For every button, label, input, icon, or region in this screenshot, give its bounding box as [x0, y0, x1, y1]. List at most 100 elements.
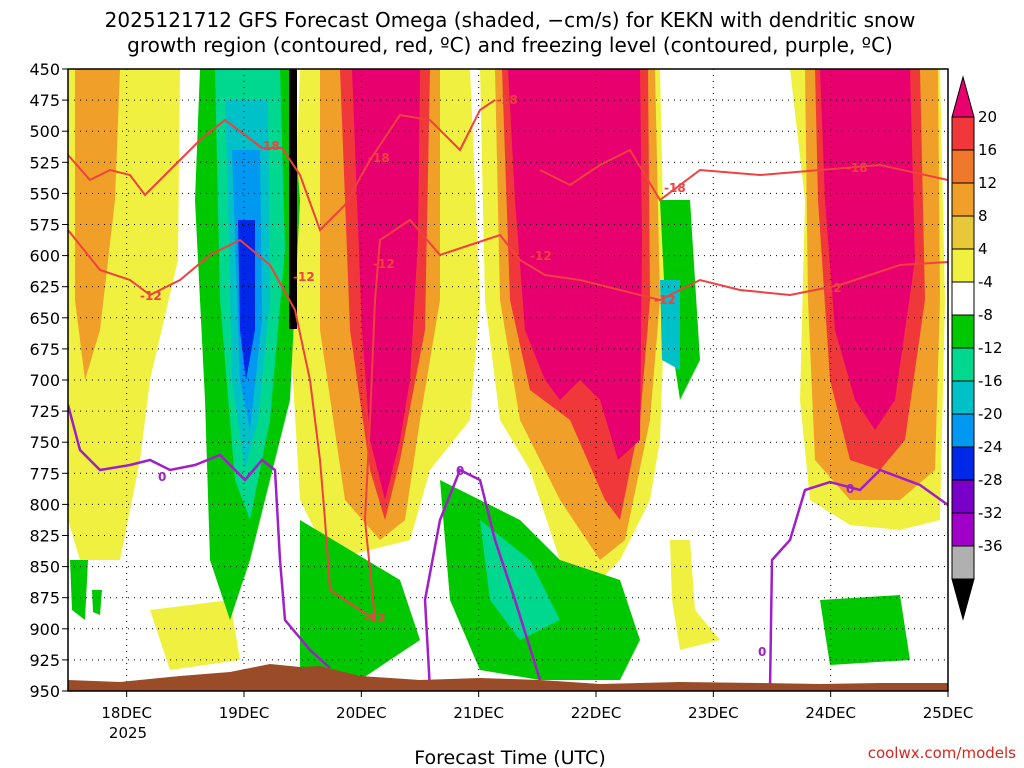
- colorbar-label: -12: [978, 339, 1003, 357]
- colorbar-swatch: [951, 182, 975, 217]
- colorbar-swatch: [951, 248, 975, 283]
- colorbar-label: 20: [978, 108, 997, 126]
- contour-label: -12: [654, 293, 676, 307]
- dgz-contour-minus18-right: [539, 148, 948, 202]
- x-axis-label: Forecast Time (UTC): [414, 747, 605, 768]
- contour-label: -12: [530, 249, 552, 263]
- omega-region-teal-23dec: [660, 280, 680, 370]
- colorbar-label: -8: [978, 306, 993, 324]
- colorbar-label: 4: [978, 240, 988, 258]
- colorbar-top-triangle: [951, 75, 975, 118]
- y-tick-label: 675: [29, 340, 60, 359]
- colorbar: 20 16 12 8 4 -4 -8 -12 -16 -20 -24 -28 -32 -36: [951, 75, 1003, 621]
- omega-region-magenta-right: [508, 69, 642, 460]
- x-tick-label: 21DEC: [453, 704, 504, 722]
- colorbar-swatch: [951, 347, 975, 382]
- colorbar-swatch: [951, 380, 975, 415]
- colorbar-label: -28: [978, 471, 1003, 489]
- omega-region-weak-up-lowmid: [670, 540, 720, 650]
- y-tick-label: 600: [29, 247, 60, 266]
- contour-label: -18: [496, 93, 518, 107]
- colorbar-swatch: [951, 149, 975, 184]
- terrain: [68, 664, 948, 691]
- y-tick-label: 575: [29, 216, 60, 235]
- contour-labels: -18 -18 -18 -18 -18 -12 -12 -12 -12 -12 …: [140, 93, 868, 659]
- freezing-contour-left: [68, 404, 331, 669]
- y-tick-label: 475: [29, 91, 60, 110]
- y-tick-label: 700: [29, 371, 60, 390]
- y-tick-label: 450: [29, 60, 60, 79]
- dgz-contour-minus18: [68, 99, 496, 232]
- colorbar-label: -20: [978, 405, 1003, 423]
- colorbar-swatch: [951, 281, 975, 316]
- colorbar-label: -4: [978, 273, 993, 291]
- omega-region-green-left2: [92, 590, 102, 615]
- omega-region-strong-streak: [289, 69, 297, 329]
- colorbar-label: 16: [978, 141, 997, 159]
- colorbar-label: -32: [978, 504, 1003, 522]
- colorbar-swatch: [951, 479, 975, 514]
- y-tick-label: 725: [29, 402, 60, 421]
- y-tick-label: 925: [29, 651, 60, 670]
- y-tick-label: 950: [29, 682, 60, 701]
- y-tick-label: 625: [29, 278, 60, 297]
- freezing-contour-mid: [423, 468, 542, 691]
- colorbar-swatch: [951, 545, 975, 580]
- dgz-contour-minus12: [68, 218, 948, 623]
- x-axis-year: 2025: [109, 724, 147, 742]
- y-tick-label: 900: [29, 620, 60, 639]
- contour-label: 0: [158, 470, 166, 484]
- dgz-contours: [68, 99, 948, 623]
- omega-region-darkblue-19dec: [238, 220, 255, 380]
- contour-label: -18: [664, 181, 686, 195]
- x-tick-label: 25DEC: [923, 704, 974, 722]
- omega-region-magenta-mid: [352, 69, 420, 500]
- contour-label: -12: [364, 611, 386, 625]
- chart-title-line1: 2025121712 GFS Forecast Omega (shaded, −…: [105, 8, 916, 32]
- colorbar-swatch: [951, 512, 975, 547]
- y-tick-label: 650: [29, 309, 60, 328]
- colorbar-swatch: [951, 413, 975, 448]
- y-axis: 450 475 500 525 550 575 600 625 650 675 700 725 750 7…: [29, 60, 68, 701]
- y-tick-label: 750: [29, 433, 60, 452]
- colorbar-label: -16: [978, 372, 1003, 390]
- x-tick-label: 19DEC: [219, 704, 270, 722]
- omega-region-green-low: [300, 520, 420, 680]
- chart-title-line2: growth region (contoured, red, ºC) and f…: [127, 33, 893, 57]
- omega-region-orange-left: [75, 69, 120, 380]
- colorbar-swatch: [951, 446, 975, 481]
- contour-label: -12: [820, 281, 842, 295]
- contour-label: -12: [140, 289, 162, 303]
- y-tick-label: 525: [29, 153, 60, 172]
- x-tick-label: 18DEC: [101, 704, 152, 722]
- freezing-level-contours: [68, 404, 948, 691]
- freezing-contour-right: [768, 468, 948, 691]
- contour-label: 0: [456, 464, 464, 478]
- y-tick-label: 500: [29, 122, 60, 141]
- colorbar-swatch: [951, 215, 975, 250]
- y-tick-label: 550: [29, 184, 60, 203]
- colorbar-label: -24: [978, 438, 1003, 456]
- omega-region-teal-21dec: [480, 520, 560, 640]
- x-tick-label: 23DEC: [688, 704, 739, 722]
- contour-label: 0: [846, 482, 854, 496]
- contour-label: -18: [846, 161, 868, 175]
- y-tick-label: 800: [29, 495, 60, 514]
- colorbar-bottom-triangle: [951, 578, 975, 621]
- x-axis: 18DEC 19DEC 20DEC 21DEC 22DEC 23DEC 24DEC 25DEC: [101, 691, 973, 722]
- omega-region-green-24dec: [820, 595, 910, 665]
- colorbar-swatch: [951, 116, 975, 151]
- colorbar-label: 12: [978, 174, 997, 192]
- contour-label: -12: [293, 270, 315, 284]
- x-tick-label: 20DEC: [336, 704, 387, 722]
- contour-label: -18: [258, 139, 280, 153]
- y-tick-label: 875: [29, 589, 60, 608]
- y-tick-label: 775: [29, 464, 60, 483]
- contour-label: -18: [368, 151, 390, 165]
- credit-text: coolwx.com/models: [868, 744, 1016, 762]
- contour-label: -12: [373, 257, 395, 271]
- colorbar-swatch: [951, 314, 975, 349]
- omega-region-green-left: [70, 560, 88, 620]
- x-tick-label: 22DEC: [571, 704, 622, 722]
